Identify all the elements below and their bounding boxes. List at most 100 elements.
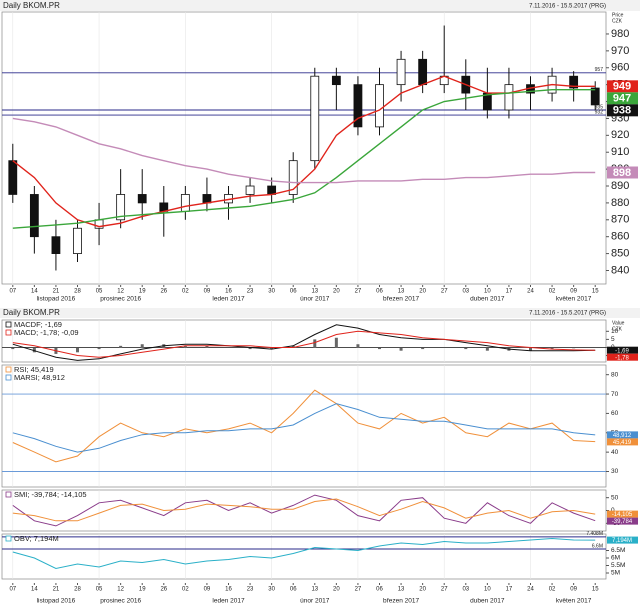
reference-label: 6.6M <box>592 543 603 549</box>
series-line <box>12 117 596 184</box>
x-tick-label: 14 <box>31 587 38 593</box>
y-tick-label: 10 <box>611 328 619 335</box>
candle-body <box>353 84 363 128</box>
candle-body <box>180 194 190 212</box>
x-tick-label: 06 <box>290 587 297 593</box>
legend-swatch <box>5 374 12 381</box>
month-label: květen 2017 <box>556 296 592 303</box>
x-tick-label: 03 <box>462 289 469 295</box>
candle-body <box>375 84 384 128</box>
candle-body <box>418 58 428 86</box>
y-tick-label: 960 <box>611 62 629 74</box>
y-tick-label: 5.5M <box>611 562 625 569</box>
month-label: květen 2017 <box>556 598 592 605</box>
x-tick-label: 06 <box>376 587 383 593</box>
x-tick-label: 21 <box>53 587 60 593</box>
x-tick-label: 13 <box>398 289 405 295</box>
y-tick-label: 30 <box>611 468 619 475</box>
x-tick-label: 15 <box>592 587 599 593</box>
price-tag-label: -14,105 <box>612 512 633 518</box>
x-tick-label: 19 <box>139 289 146 295</box>
x-tick-label: 23 <box>247 289 254 295</box>
x-tick-label: 28 <box>74 289 81 295</box>
x-tick-label: 27 <box>355 587 362 593</box>
x-tick-label: 06 <box>290 289 297 295</box>
y-tick-label: 70 <box>611 391 619 398</box>
price-tag <box>607 510 638 518</box>
x-tick-label: 21 <box>53 289 60 295</box>
x-tick-label: 23 <box>247 587 254 593</box>
histogram-bar <box>572 347 576 349</box>
reference-label: 7.408M <box>586 531 603 537</box>
candle-body <box>51 236 61 254</box>
x-tick-label: 12 <box>117 587 124 593</box>
month-label: březen 2017 <box>383 598 420 605</box>
histogram-bar <box>378 347 381 350</box>
x-tick-label: 24 <box>527 587 534 593</box>
price-tag-label: -1,78 <box>615 355 629 361</box>
x-tick-label: 13 <box>311 587 318 593</box>
candle-body <box>73 227 82 254</box>
month-label: březen 2017 <box>383 296 420 303</box>
histogram-bar <box>270 347 274 350</box>
panel-frame <box>1 319 607 363</box>
price-tag <box>607 517 638 525</box>
panel-frame <box>1 364 607 488</box>
price-tag <box>607 536 638 544</box>
histogram-bar <box>399 347 403 351</box>
x-tick-label: 26 <box>160 289 167 295</box>
month-label: duben 2017 <box>470 598 505 605</box>
histogram-bar <box>421 347 425 350</box>
price-tag-label: 949 <box>613 81 631 93</box>
series-line <box>12 389 596 463</box>
x-tick-label: 17 <box>506 289 513 295</box>
x-tick-label: 02 <box>549 289 556 295</box>
x-tick-label: 20 <box>333 587 340 593</box>
price-tag-label: 947 <box>613 93 631 105</box>
panel-title: Daily BKOM.PR <box>3 308 60 317</box>
month-label: únor 2017 <box>300 598 330 605</box>
x-tick-label: 20 <box>333 289 340 295</box>
x-tick-label: 27 <box>441 587 448 593</box>
histogram-bar <box>248 347 252 350</box>
legend-swatch <box>5 491 12 498</box>
histogram-bar <box>205 345 209 348</box>
histogram-bar <box>140 344 144 348</box>
y-tick-label: 870 <box>611 214 629 226</box>
candle-body <box>245 185 255 195</box>
x-tick-label: 09 <box>570 289 577 295</box>
y-tick-label: 40 <box>611 449 619 456</box>
price-tag-label: 45,419 <box>613 440 632 446</box>
y-tick-label: 910 <box>611 146 629 158</box>
histogram-bar <box>76 347 79 353</box>
y-tick-label: 920 <box>611 129 629 141</box>
candle-body <box>116 194 126 221</box>
y-tick-label: 860 <box>611 231 629 243</box>
series-line <box>12 330 596 358</box>
chart-title: Daily BKOM.PR <box>3 1 60 10</box>
x-tick-label: 27 <box>355 289 362 295</box>
histogram-bar <box>97 347 101 350</box>
candle-body <box>504 84 514 111</box>
x-tick-label: 03 <box>462 587 469 593</box>
y-axis-label: Value <box>612 320 625 326</box>
price-tag-label: 898 <box>613 167 631 179</box>
x-tick-label: 16 <box>225 587 232 593</box>
y-tick-label: 840 <box>611 264 629 276</box>
histogram-bar <box>334 337 338 348</box>
legend-label: MACD; -1,78; -0,09 <box>14 328 79 337</box>
price-tag <box>607 104 638 117</box>
legend-swatch <box>5 329 12 336</box>
candle-body <box>331 75 341 86</box>
price-tag <box>607 92 638 105</box>
legend-swatch <box>5 535 12 542</box>
x-tick-label: 05 <box>96 587 103 593</box>
legend-label: MARSI; 48,912 <box>14 373 65 382</box>
series-line <box>12 403 596 453</box>
x-tick-label: 30 <box>268 587 275 593</box>
legend-label: RSI; 45,419 <box>14 365 54 374</box>
price-tag-label: 48,912 <box>613 433 632 439</box>
x-tick-label: 13 <box>398 587 405 593</box>
x-tick-label: 02 <box>549 587 556 593</box>
